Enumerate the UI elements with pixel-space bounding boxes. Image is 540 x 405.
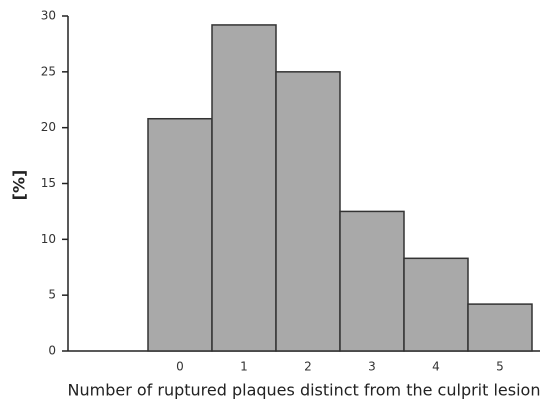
- bar: [403, 257, 469, 352]
- y-tick-label: 10: [41, 232, 56, 246]
- x-tick-label: 0: [176, 360, 184, 374]
- y-tick-label: 30: [41, 9, 56, 23]
- y-tick-label: 5: [48, 288, 56, 302]
- y-tick-label: 20: [41, 120, 56, 134]
- x-tick-label: 2: [304, 360, 312, 374]
- bar: [275, 71, 341, 352]
- bar: [147, 117, 213, 352]
- bar: [211, 24, 277, 352]
- x-tick-label: 1: [240, 360, 248, 374]
- y-tick-label: 0: [48, 344, 56, 358]
- bar: [467, 303, 533, 352]
- x-tick-label: 4: [432, 360, 440, 374]
- y-tick-label: 15: [41, 176, 56, 190]
- x-tick-label: 3: [368, 360, 376, 374]
- x-axis-title: Number of ruptured plaques distinct from…: [68, 381, 540, 400]
- bar: [339, 210, 405, 352]
- y-tick-label: 25: [41, 64, 56, 78]
- y-axis-title: [%]: [10, 170, 29, 201]
- x-tick-label: 5: [496, 360, 504, 374]
